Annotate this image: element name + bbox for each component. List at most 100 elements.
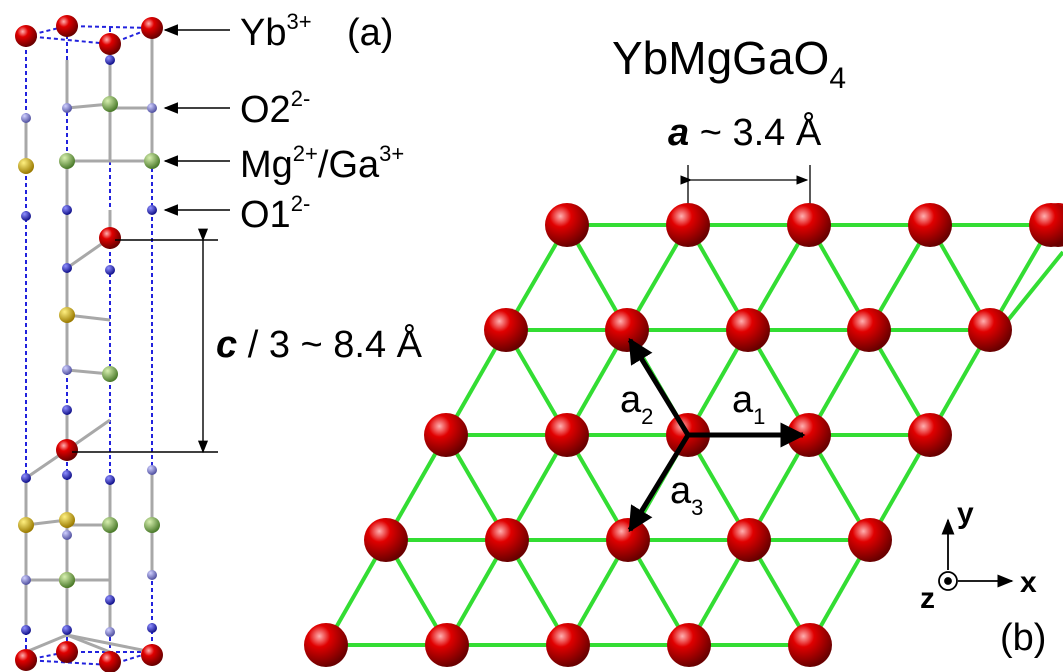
yb-atom <box>605 308 649 352</box>
o-atom <box>62 365 72 375</box>
cell-bond <box>66 633 153 654</box>
label-c-spacing: c / 3 ~ 8.4 Å <box>216 322 423 366</box>
yb-atom <box>99 33 121 55</box>
cell-bond <box>25 633 68 654</box>
yb-atom <box>15 25 37 47</box>
panel-a-unit-cell: Yb3+ (a) O22- Mg2+/Ga3+ O12- c / 3 ~ 8.4… <box>15 9 423 672</box>
yb-atom <box>787 203 831 247</box>
yb-atom <box>848 518 892 562</box>
mg-atom <box>18 517 34 533</box>
yb-atom <box>606 518 650 562</box>
yb-atom <box>484 308 528 352</box>
compound-title: YbMgGaO4 <box>612 32 846 95</box>
yb-atom <box>99 651 121 672</box>
label-o1: O12- <box>240 191 310 236</box>
o-atom <box>21 625 31 635</box>
label-a1: a1 <box>732 379 765 429</box>
yb-atom <box>15 649 37 671</box>
yb-atom <box>667 623 711 667</box>
ga-atom <box>59 153 75 169</box>
yb-atom <box>99 227 121 249</box>
yb-atom <box>545 413 589 457</box>
panel-b-label: (b) <box>1000 617 1046 659</box>
species-pointer-arrows <box>163 24 230 216</box>
label-a3: a3 <box>670 470 703 520</box>
yb-atom <box>364 518 408 562</box>
yb-atom <box>968 308 1012 352</box>
o-atom <box>21 575 31 585</box>
mg-atom <box>59 512 75 528</box>
o-atom <box>62 530 72 540</box>
label-lattice-constant: a ~ 3.4 Å <box>668 110 822 154</box>
label-yb: Yb3+ <box>240 9 312 54</box>
yb-atom <box>141 644 163 666</box>
axis-x-label: x <box>1020 566 1037 599</box>
lattice-bond <box>998 250 1063 332</box>
o-atom <box>62 625 72 635</box>
o-atom <box>62 405 72 415</box>
o-atom <box>62 205 72 215</box>
label-o2: O22- <box>240 86 310 131</box>
vector-a2 <box>627 337 691 437</box>
yb-atom <box>908 203 952 247</box>
yb-atom <box>847 308 891 352</box>
mg-atom <box>59 307 75 323</box>
o-atom <box>147 103 157 113</box>
axis-y-label: y <box>957 497 974 530</box>
o-atom <box>147 570 157 580</box>
z-axis-symbol <box>938 571 958 591</box>
o-atom <box>21 113 31 123</box>
cell-edge <box>66 25 153 29</box>
unit-cell-bonds <box>24 28 154 654</box>
c-spacing-dimension <box>72 228 218 454</box>
yb-atom <box>424 413 468 457</box>
panel-b-triangular-lattice: YbMgGaO4 a ~ 3.4 Å a1 a2 a3 y x z (b) <box>304 32 1063 667</box>
yb-atom <box>141 17 163 39</box>
yb-atom <box>545 203 589 247</box>
o-atom <box>105 627 115 637</box>
primitive-vectors <box>627 337 806 533</box>
yb-atom <box>56 439 78 461</box>
o-atom <box>105 475 115 485</box>
yb-atom <box>56 15 78 37</box>
yb-atom <box>546 623 590 667</box>
o-atom <box>105 265 115 275</box>
o-atom <box>105 595 115 605</box>
label-a2: a2 <box>620 379 653 429</box>
ga-atom <box>144 517 160 533</box>
label-mg-ga: Mg2+/Ga3+ <box>240 141 404 186</box>
yb-atom <box>908 413 952 457</box>
yb-atom <box>666 203 710 247</box>
unit-cell-atoms <box>15 15 163 672</box>
o-atom <box>147 465 157 475</box>
o-atom <box>147 205 157 215</box>
panel-a-label: (a) <box>347 12 393 54</box>
yb-atom <box>485 518 529 562</box>
o-atom <box>62 103 72 113</box>
yb-atom <box>425 623 469 667</box>
ga-atom <box>144 153 160 169</box>
yb-atom <box>56 641 78 663</box>
o-atom <box>147 623 157 633</box>
ga-atom <box>102 366 118 382</box>
o-atom <box>62 263 72 273</box>
coordinate-axes <box>938 518 1014 591</box>
cell-edge <box>25 35 111 45</box>
o-atom <box>21 211 31 221</box>
yb-atom <box>727 518 771 562</box>
axis-z-label: z <box>920 582 935 615</box>
o-atom <box>21 473 31 483</box>
ga-atom <box>59 572 75 588</box>
lattice-constant-dimension <box>680 165 811 205</box>
unit-cell-edges <box>25 25 153 666</box>
vector-a3 <box>627 433 691 533</box>
ga-atom <box>102 96 118 112</box>
yb-atom <box>726 308 770 352</box>
mg-atom <box>18 158 34 174</box>
yb-atom <box>788 623 832 667</box>
yb-atom <box>1029 203 1063 247</box>
o-atom <box>62 470 72 480</box>
o-atom <box>105 55 115 65</box>
yb-atom <box>304 623 348 667</box>
